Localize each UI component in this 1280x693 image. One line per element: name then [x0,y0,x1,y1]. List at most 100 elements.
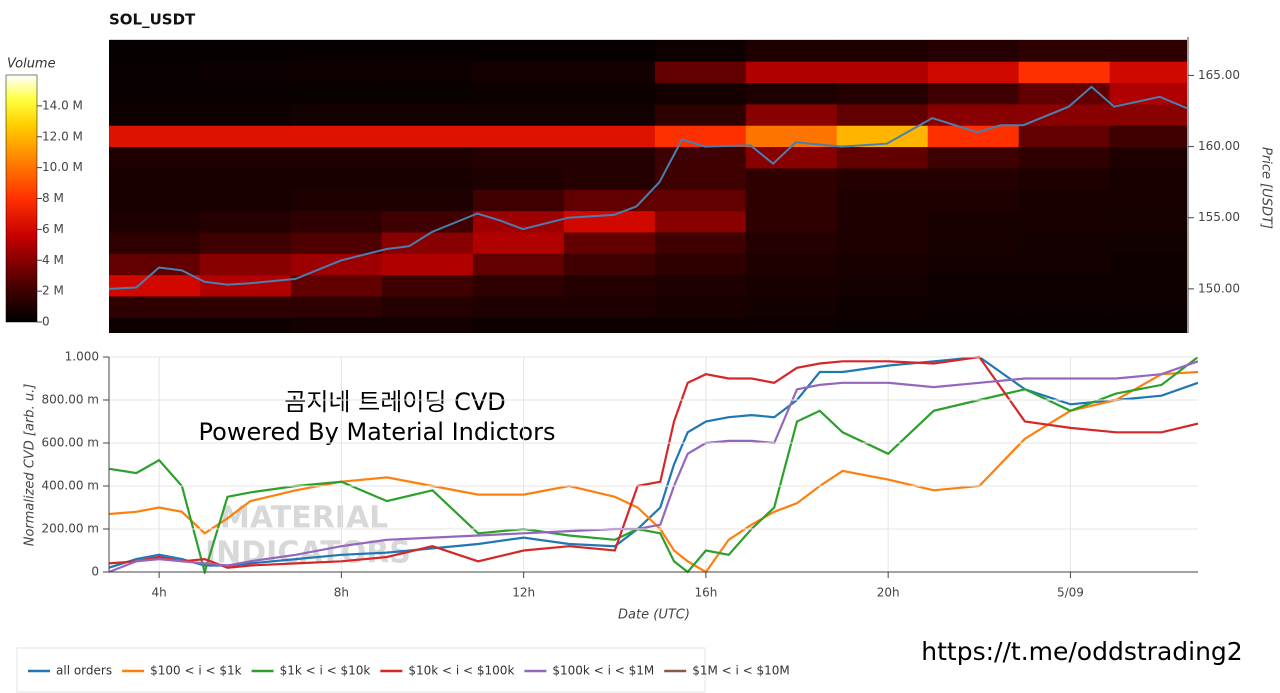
heat-cell [836,189,929,212]
heat-cell [109,189,201,212]
heat-cell [1109,253,1187,276]
colorbar-tick-label: 6 M [42,222,64,236]
heat-cell [654,253,747,276]
heat-cell [836,146,929,169]
heat-cell [745,317,838,333]
heat-cell [1018,253,1111,276]
heat-cell [927,82,1020,105]
heat-cell [1018,189,1111,212]
heat-cell [199,317,292,333]
heat-cell [927,210,1020,233]
heat-cell [745,253,838,276]
heat-cell [836,210,929,233]
series-line [109,356,1198,574]
heat-cell [472,39,565,62]
x-tick-label: 20h [877,586,900,600]
heat-cell [836,317,929,333]
heat-cell [109,39,201,62]
heat-cell [836,82,929,105]
y-tick-label: 160.00 [1198,139,1240,153]
heat-cell [654,274,747,297]
heat-cell [745,125,838,148]
heat-cell [563,189,656,212]
heat-cell [1018,39,1111,62]
heat-cell [199,253,292,276]
heat-cell [1109,210,1187,233]
heat-cell [1109,231,1187,254]
heat-cell [290,146,383,169]
heat-cell [654,103,747,126]
legend-label: all orders [56,664,112,678]
heat-cell [836,61,929,84]
heat-cell [1018,210,1111,233]
colorbar [5,74,38,323]
colorbar-tick-label: 2 M [42,284,64,298]
heat-cell [1109,103,1187,126]
heat-cell [563,125,656,148]
heat-cell [109,296,201,318]
footer-link: https://t.me/oddstrading2 [921,637,1242,666]
legend-label: $100k < i < $1M [552,664,654,678]
x-tick-label: 16h [694,586,717,600]
heat-cell [472,296,565,318]
heat-cell [654,39,747,62]
x-tick-label: 12h [512,586,535,600]
y-tick-label: 0 [91,565,99,579]
heat-cell [563,146,656,169]
heat-cell [1109,61,1187,84]
heat-cell [927,103,1020,126]
heat-cell [1109,296,1187,318]
legend-label: $1M < i < $10M [692,664,790,678]
heat-cell [109,82,201,105]
heat-cell [563,39,656,62]
heat-cell [381,274,474,297]
heat-cell [927,317,1020,333]
heat-cell [1018,231,1111,254]
colorbar-tick-label: 4 M [42,253,64,267]
heat-cell [290,231,383,254]
heat-cell [836,274,929,297]
heat-cell [745,167,838,190]
heat-cell [381,146,474,169]
heat-cell [290,103,383,126]
heat-cell [290,274,383,297]
y-axis-label: Normalized CVD [arb. u.] [23,384,38,547]
heat-cell [381,125,474,148]
colorbar-tick-label: 0 [42,315,50,329]
heat-cell [1109,82,1187,105]
heat-cell [1018,274,1111,297]
colorbar-label: Volume [7,57,56,72]
heat-cell [1018,296,1111,318]
heat-cell [381,317,474,333]
heat-cell [472,189,565,212]
heat-cell [1109,146,1187,169]
heat-cell [381,103,474,126]
heat-cell [472,210,565,233]
heat-cell [745,82,838,105]
heat-cell [836,167,929,190]
heat-cell [290,210,383,233]
heat-cell [654,317,747,333]
heat-cell [472,167,565,190]
heat-cell [109,274,201,297]
heat-cell [563,167,656,190]
y-axis-label: Price [USDT] [1259,147,1274,229]
y-tick-label: 1.000 [65,350,99,364]
heat-cell [199,103,292,126]
heat-cell [472,103,565,126]
heat-cell [381,189,474,212]
heat-cell [745,274,838,297]
heat-cell [654,125,747,148]
heat-cell [381,39,474,62]
heat-cell [1018,103,1111,126]
heat-cell [836,103,929,126]
heat-cell [927,274,1020,297]
heat-cell [745,231,838,254]
heat-cell [927,146,1020,169]
heat-cell [1018,82,1111,105]
x-tick-label: 5/09 [1057,586,1084,600]
heat-cell [381,167,474,190]
heat-cell [563,210,656,233]
heat-cell [199,231,292,254]
